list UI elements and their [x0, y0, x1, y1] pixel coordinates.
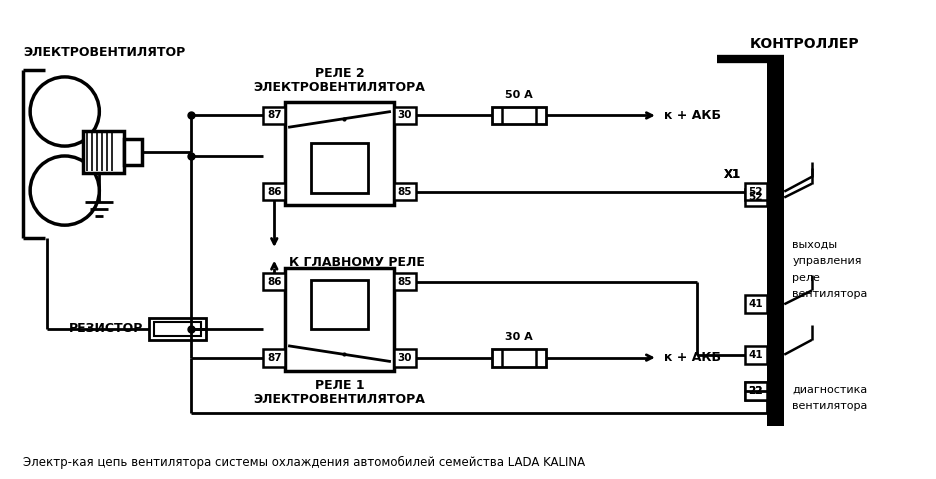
Text: выходы
управления
реле
вентилятора: выходы управления реле вентилятора	[791, 240, 867, 299]
Bar	[285, 102, 393, 205]
Bar	[766, 59, 783, 426]
Bar	[285, 268, 393, 371]
Text: РЕЛЕ 1: РЕЛЕ 1	[314, 379, 364, 392]
Bar	[263, 349, 285, 366]
Text: Х1: Х1	[723, 168, 740, 181]
Bar	[744, 382, 766, 400]
Bar	[744, 382, 766, 400]
Text: Электр-кая цепь вентилятора системы охлаждения автомобилей семейства LADA KALINA: Электр-кая цепь вентилятора системы охла…	[23, 456, 585, 469]
Bar	[263, 106, 285, 125]
Bar	[491, 106, 546, 125]
Text: 87: 87	[267, 111, 282, 120]
Bar	[149, 318, 206, 340]
Text: К ГЛАВНОМУ РЕЛЕ: К ГЛАВНОМУ РЕЛЕ	[289, 256, 425, 269]
Text: РЕЗИСТОР: РЕЗИСТОР	[68, 322, 142, 335]
Text: КОНТРОЛЛЕР: КОНТРОЛЛЕР	[750, 37, 859, 51]
Bar	[393, 349, 416, 366]
Bar	[744, 182, 766, 200]
Bar	[263, 273, 285, 290]
Text: к + АКБ: к + АКБ	[663, 109, 720, 122]
Text: 41: 41	[748, 299, 762, 309]
Text: 85: 85	[397, 186, 412, 196]
Bar	[744, 189, 766, 206]
Bar	[263, 182, 285, 200]
Text: 30: 30	[397, 353, 412, 363]
Text: 87: 87	[267, 353, 282, 363]
Text: 85: 85	[397, 276, 412, 286]
Bar	[393, 273, 416, 290]
Bar	[82, 131, 124, 173]
Text: ЭЛЕКТРОВЕНТИЛЯТОРА: ЭЛЕКТРОВЕНТИЛЯТОРА	[254, 393, 425, 406]
Text: РЕЛЕ 2: РЕЛЕ 2	[314, 68, 364, 80]
Bar	[124, 139, 141, 165]
Text: ЭЛЕКТРОВЕНТИЛЯТОРА: ЭЛЕКТРОВЕНТИЛЯТОРА	[254, 81, 425, 94]
Bar	[744, 346, 766, 364]
Text: к + АКБ: к + АКБ	[663, 351, 720, 364]
Text: 50 А: 50 А	[505, 90, 533, 100]
Text: 41: 41	[748, 350, 762, 360]
Bar	[393, 106, 416, 125]
Text: Х1: Х1	[723, 168, 740, 181]
Bar	[491, 349, 546, 366]
Text: ЭЛЕКТРОВЕНТИЛЯТОР: ЭЛЕКТРОВЕНТИЛЯТОР	[23, 46, 185, 59]
Text: 52: 52	[748, 193, 762, 203]
Text: диагностика
вентилятора: диагностика вентилятора	[791, 385, 867, 411]
Text: 22: 22	[748, 386, 762, 396]
Text: 52: 52	[748, 186, 762, 196]
Text: 30: 30	[397, 111, 412, 120]
Text: 22: 22	[748, 386, 762, 396]
Bar	[154, 322, 201, 336]
Text: 86: 86	[267, 276, 281, 286]
Text: 86: 86	[267, 186, 281, 196]
Bar	[744, 296, 766, 313]
Bar	[393, 182, 416, 200]
Text: 30 А: 30 А	[505, 332, 533, 342]
Bar	[311, 143, 368, 193]
Bar	[311, 280, 368, 329]
